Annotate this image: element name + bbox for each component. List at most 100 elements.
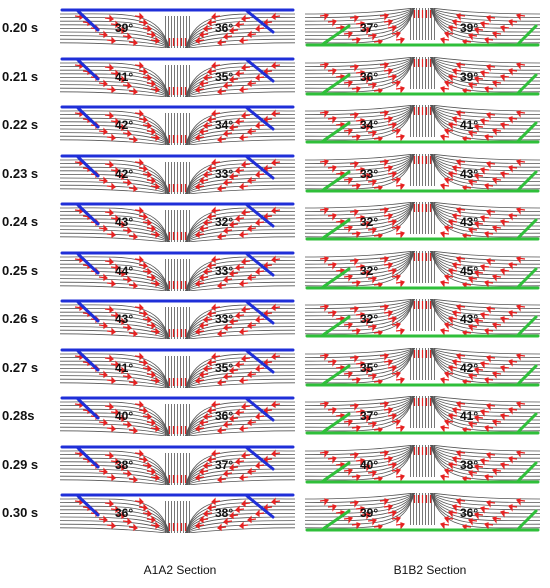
angle-right: 32° — [215, 215, 233, 229]
vector-head — [133, 281, 138, 289]
streamline — [305, 493, 540, 525]
streamline — [60, 408, 295, 436]
velocity-vectors — [74, 303, 281, 338]
streamline — [60, 326, 295, 339]
vector-head — [139, 497, 144, 506]
b1b2-flow-svg: 37° 41° — [305, 396, 540, 435]
vector-head — [400, 279, 405, 288]
vector-head — [223, 323, 228, 332]
vector-head — [384, 158, 389, 167]
angle-right: 38° — [460, 458, 478, 472]
vector-head — [486, 112, 491, 120]
velocity-vectors — [319, 204, 526, 241]
streamline — [305, 396, 540, 428]
vector-head — [372, 178, 377, 187]
vector-head — [388, 213, 393, 221]
streamline — [60, 374, 295, 388]
vector-head — [508, 358, 513, 367]
vector-head — [452, 19, 457, 27]
vector-head — [247, 176, 252, 184]
vector-head — [388, 261, 393, 270]
vector-head — [452, 164, 457, 173]
vector-head — [372, 324, 377, 332]
vector-head — [115, 457, 120, 465]
streamline — [60, 430, 295, 436]
vector-head — [480, 118, 485, 126]
vector-head — [332, 164, 337, 173]
vector-head — [332, 504, 337, 512]
wall — [60, 105, 295, 131]
vector-head — [111, 279, 116, 287]
streamline — [305, 250, 540, 265]
vector-head — [127, 275, 132, 283]
vector-head — [155, 473, 160, 481]
b1b2-flow-svg: 33° 43° — [305, 153, 540, 193]
wall-slope-right — [516, 121, 538, 143]
streamline — [305, 299, 540, 320]
vector-head — [500, 170, 505, 179]
vector-head — [203, 24, 208, 33]
wall-slope-left — [76, 252, 100, 274]
vector-head — [103, 321, 108, 330]
vector-head — [444, 322, 449, 330]
vector-head — [255, 218, 260, 227]
vector-head — [121, 123, 126, 132]
vector-head — [103, 127, 108, 136]
streamline — [60, 20, 295, 48]
vector-head — [203, 73, 208, 81]
vector-head — [147, 24, 152, 33]
vector-head — [151, 273, 156, 281]
vector-head — [468, 130, 473, 138]
vector-head — [486, 257, 491, 266]
vector-head — [111, 424, 116, 433]
vector-head — [199, 79, 204, 87]
angle-left: 35° — [360, 361, 378, 375]
vector-head — [115, 360, 120, 368]
vector-head — [211, 497, 216, 506]
vector-head — [247, 418, 252, 427]
velocity-vectors — [319, 495, 526, 532]
vector-head — [199, 176, 204, 184]
streamline — [60, 527, 295, 533]
vector-head — [440, 522, 445, 530]
vector-head — [195, 85, 200, 93]
vector-head — [109, 499, 114, 508]
vector-head — [247, 30, 252, 39]
vector-head — [474, 27, 479, 35]
streamline — [305, 8, 540, 29]
vector-head — [384, 401, 389, 409]
vector-head — [271, 109, 276, 118]
vector-head — [127, 469, 132, 477]
angle-right: 35° — [215, 70, 233, 84]
wall-slope-right — [516, 24, 538, 46]
vector-head — [147, 121, 152, 130]
vector-head — [115, 311, 120, 320]
vector-head — [151, 321, 156, 330]
b1b2-flow-panel: 37° 39° — [305, 8, 540, 48]
streamline — [305, 202, 540, 216]
time-label: 0.22 s — [2, 117, 39, 132]
a1a2-flow-svg: 41° 35° — [60, 57, 295, 97]
vector-head — [474, 512, 479, 520]
vector-head — [217, 38, 222, 47]
vector-head — [151, 467, 156, 475]
vector-head — [452, 213, 457, 221]
vector-head — [396, 467, 401, 476]
wall-slope-right — [245, 252, 275, 276]
vector-head — [235, 505, 240, 514]
velocity-vectors — [74, 109, 281, 144]
vector-head — [360, 263, 365, 272]
a1a2-flow-svg: 43° 32° — [60, 202, 295, 242]
vector-head — [127, 32, 132, 41]
vector-head — [203, 170, 208, 178]
vector-head — [155, 279, 160, 287]
vector-head — [356, 328, 361, 336]
vector-head — [111, 133, 116, 142]
a1a2-flow-svg: 44° 33° — [60, 251, 295, 291]
vector-head — [143, 164, 148, 172]
streamline — [60, 177, 295, 194]
vector-head — [255, 315, 260, 324]
wall-slope-left — [76, 397, 100, 420]
wall-slope-right — [245, 446, 275, 470]
wall-slope-left — [76, 155, 100, 177]
